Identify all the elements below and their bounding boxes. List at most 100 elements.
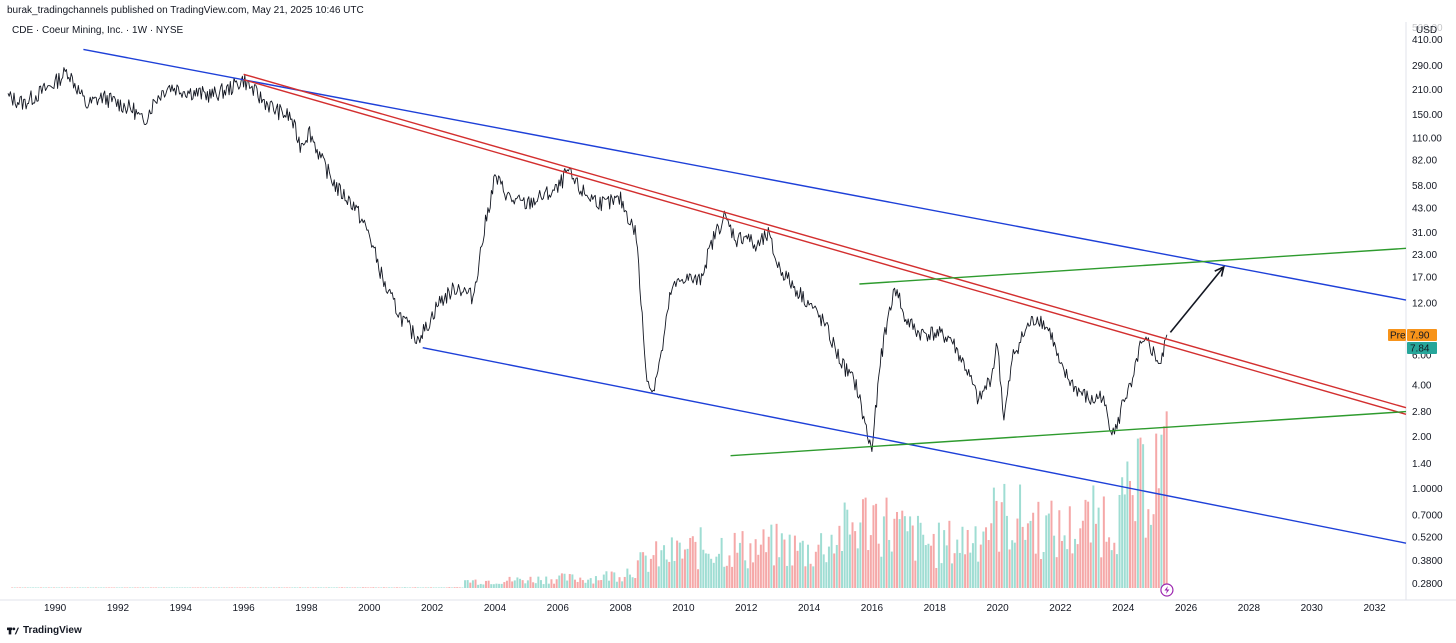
volume-bar <box>168 587 171 588</box>
volume-bar <box>419 587 422 588</box>
volume-bar <box>668 561 671 588</box>
volume-bar <box>437 587 440 588</box>
volume-bar <box>440 587 443 588</box>
y-tick-label: 2.80 <box>1412 407 1432 418</box>
volume-bar <box>186 587 189 588</box>
volume-bar <box>445 587 448 588</box>
volume-bar <box>414 587 417 588</box>
volume-bar <box>375 587 378 588</box>
volume-bar <box>851 522 854 588</box>
volume-bar <box>1115 554 1118 588</box>
x-tick-label: 2000 <box>358 603 381 614</box>
volume-bar <box>930 545 933 588</box>
tradingview-logo[interactable]: TradingView <box>7 625 82 636</box>
volume-bar <box>519 578 522 588</box>
trend-line-4[interactable] <box>243 73 1407 409</box>
volume-bar <box>854 531 857 588</box>
volume-bar <box>974 526 977 588</box>
trend-line-3[interactable] <box>243 78 1407 415</box>
volume-bar <box>807 544 810 588</box>
x-tick-label: 2028 <box>1238 603 1261 614</box>
volume-bar <box>390 587 393 588</box>
volume-bar <box>1045 515 1048 588</box>
volume-bar <box>780 533 783 588</box>
volume-bar <box>81 587 84 588</box>
volume-bar <box>524 583 527 588</box>
volume-bar <box>911 525 914 588</box>
volume-bar <box>66 587 69 588</box>
volume-bar <box>1005 515 1008 588</box>
volume-bar <box>474 579 477 588</box>
volume-bar <box>359 587 362 588</box>
volume-bar <box>953 553 956 588</box>
volume-bar <box>793 535 796 588</box>
volume-bar <box>60 587 63 588</box>
volume-bar <box>1092 485 1095 588</box>
brand-name: TradingView <box>23 625 82 636</box>
volume-bar <box>608 580 611 588</box>
volume-bar <box>487 580 490 588</box>
volume-bar <box>327 587 330 588</box>
volume-bar <box>665 559 668 588</box>
volume-bar <box>254 587 257 588</box>
price-chart[interactable]: CDE · Coeur Mining, Inc. · 1W · NYSE USD5… <box>0 0 1456 621</box>
volume-bar <box>733 532 736 588</box>
volume-bar <box>846 509 849 588</box>
volume-bar <box>676 540 679 588</box>
volume-bar <box>587 579 590 588</box>
volume-bar <box>998 551 1001 588</box>
volume-bar <box>647 571 650 588</box>
volume-bar <box>231 587 234 588</box>
volume-bar <box>581 580 584 588</box>
y-tick-label: 0.5200 <box>1412 533 1443 544</box>
volume-bar <box>683 549 686 588</box>
trend-line-6[interactable] <box>730 410 1407 457</box>
trend-line-1[interactable] <box>83 48 1407 301</box>
volume-bar <box>335 587 338 588</box>
volume-bar <box>990 523 993 588</box>
volume-bar <box>317 587 320 588</box>
trend-line-2[interactable] <box>422 346 1407 544</box>
y-tick-label: 17.00 <box>1412 273 1437 284</box>
volume-bar <box>388 587 391 588</box>
volume-bar <box>715 556 718 588</box>
volume-bar <box>393 587 396 588</box>
volume-bar <box>652 555 655 588</box>
volume-bar <box>1029 520 1032 588</box>
volume-bar <box>450 587 453 588</box>
volume-bar <box>296 587 299 588</box>
volume-bar <box>1118 494 1121 588</box>
volume-bar <box>241 587 244 588</box>
volume-bar <box>827 546 830 588</box>
volume-bar <box>778 557 781 588</box>
volume-bar <box>267 587 270 588</box>
volume-bar <box>1105 541 1108 588</box>
trend-line-5[interactable] <box>859 247 1407 285</box>
volume-bar <box>134 587 137 588</box>
volume-bar <box>68 587 71 588</box>
volume-bar <box>539 580 542 588</box>
y-tick-label: 110.00 <box>1412 133 1442 144</box>
volume-bar <box>1016 518 1019 588</box>
volume-bar <box>1100 557 1103 588</box>
volume-bar <box>725 565 728 588</box>
volume-bar <box>597 580 600 588</box>
projection-arrow[interactable] <box>1169 266 1225 333</box>
volume-bar <box>155 587 158 588</box>
volume-bar <box>1136 438 1139 588</box>
volume-bar <box>749 543 752 588</box>
volume-bar <box>958 552 961 588</box>
price-series-line <box>7 67 1168 453</box>
x-tick-label: 1992 <box>107 603 130 614</box>
volume-bar <box>558 575 561 588</box>
volume-bar <box>309 587 312 588</box>
volume-bar <box>903 516 906 588</box>
volume-bar <box>689 537 692 588</box>
y-tick-label: 290.00 <box>1412 61 1443 72</box>
volume-bar <box>820 533 823 588</box>
volume-bar <box>406 587 409 588</box>
volume-bar <box>110 587 113 588</box>
volume-bar <box>500 583 503 588</box>
volume-bar <box>909 516 912 588</box>
volume-bar <box>1113 542 1116 588</box>
